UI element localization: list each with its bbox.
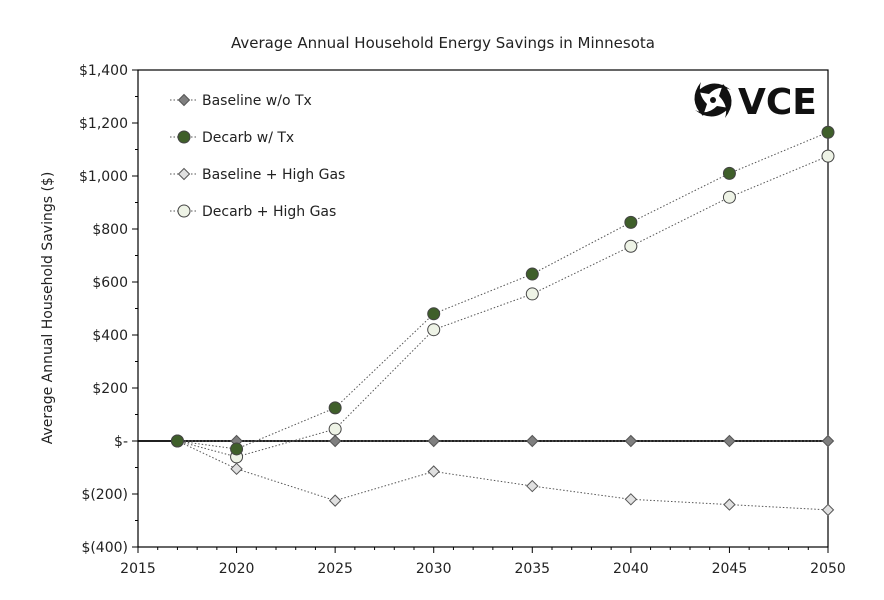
data-point — [170, 434, 184, 448]
data-point — [328, 434, 342, 448]
data-point — [230, 462, 243, 476]
legend-marker — [177, 167, 191, 181]
series-layer — [170, 125, 835, 517]
legend-label: Baseline + High Gas — [202, 167, 345, 183]
data-point — [328, 401, 342, 415]
legend-label: Decarb w/ Tx — [202, 130, 294, 146]
vce-logo: VCE — [694, 82, 817, 123]
data-point — [723, 498, 736, 511]
data-point — [821, 125, 835, 139]
data-point — [821, 503, 835, 517]
legend-marker — [177, 130, 191, 144]
plot-area — [137, 69, 829, 548]
x-tick-label: 2035 — [514, 561, 550, 577]
y-tick-label: $400 — [92, 328, 128, 344]
data-point — [427, 465, 440, 478]
data-point — [821, 149, 835, 163]
data-point — [526, 479, 539, 493]
legend-item: Decarb + High Gas — [170, 204, 336, 220]
data-point — [723, 434, 736, 448]
data-point — [328, 422, 342, 436]
legend-item: Baseline w/o Tx — [170, 93, 312, 109]
x-axis: 2015 2020 2025 2030 2035 2040 2045 2050 — [120, 547, 846, 577]
data-point — [427, 307, 441, 321]
data-point — [328, 494, 342, 507]
series-line — [177, 131, 829, 450]
x-tick-label: 2050 — [810, 561, 846, 577]
data-point — [624, 215, 638, 229]
x-tick-label: 2025 — [317, 561, 353, 577]
data-point — [526, 434, 539, 448]
y-tick-label: $(200) — [81, 487, 128, 503]
x-tick-label: 2015 — [120, 561, 156, 577]
data-point — [821, 434, 835, 448]
legend-label: Decarb + High Gas — [202, 204, 336, 220]
x-tick-label: 2045 — [712, 561, 748, 577]
data-point — [624, 434, 638, 448]
y-axis: $(400) $(200) $- $200 $400 $600 $800 $1,000 $1,2… — [79, 63, 138, 556]
data-point — [624, 493, 638, 506]
chart-title: Average Annual Household Energy Savings … — [231, 34, 655, 52]
data-point — [722, 190, 736, 204]
legend-label: Baseline w/o Tx — [202, 93, 312, 109]
data-point — [525, 267, 539, 281]
data-point — [427, 323, 441, 337]
data-point — [230, 442, 244, 456]
x-tick-label: 2040 — [613, 561, 649, 577]
logo-text: VCE — [738, 82, 817, 123]
y-tick-label: $(400) — [81, 540, 128, 556]
data-point — [722, 166, 736, 180]
swirl-icon — [694, 82, 732, 118]
data-point — [427, 434, 440, 448]
series-line — [177, 155, 829, 458]
series-1 — [170, 125, 835, 456]
y-tick-label: $- — [114, 434, 128, 450]
legend-item: Decarb w/ Tx — [170, 130, 294, 146]
legend-item: Baseline + High Gas — [170, 167, 345, 183]
x-tick-label: 2020 — [219, 561, 255, 577]
legend-marker — [177, 204, 191, 218]
legend: Baseline w/o Tx Decarb w/ Tx Baseline + Hi… — [170, 93, 345, 220]
data-point — [624, 239, 638, 253]
legend-marker — [177, 93, 191, 107]
series-line — [177, 440, 829, 511]
data-point — [525, 287, 539, 301]
y-tick-label: $200 — [92, 381, 128, 397]
y-tick-label: $1,400 — [79, 63, 128, 79]
y-axis-title: Average Annual Household Savings ($) — [40, 172, 56, 445]
y-tick-label: $1,000 — [79, 169, 128, 185]
y-tick-label: $1,200 — [79, 116, 128, 132]
y-tick-label: $800 — [92, 222, 128, 238]
x-tick-label: 2030 — [416, 561, 452, 577]
y-tick-label: $600 — [92, 275, 128, 291]
